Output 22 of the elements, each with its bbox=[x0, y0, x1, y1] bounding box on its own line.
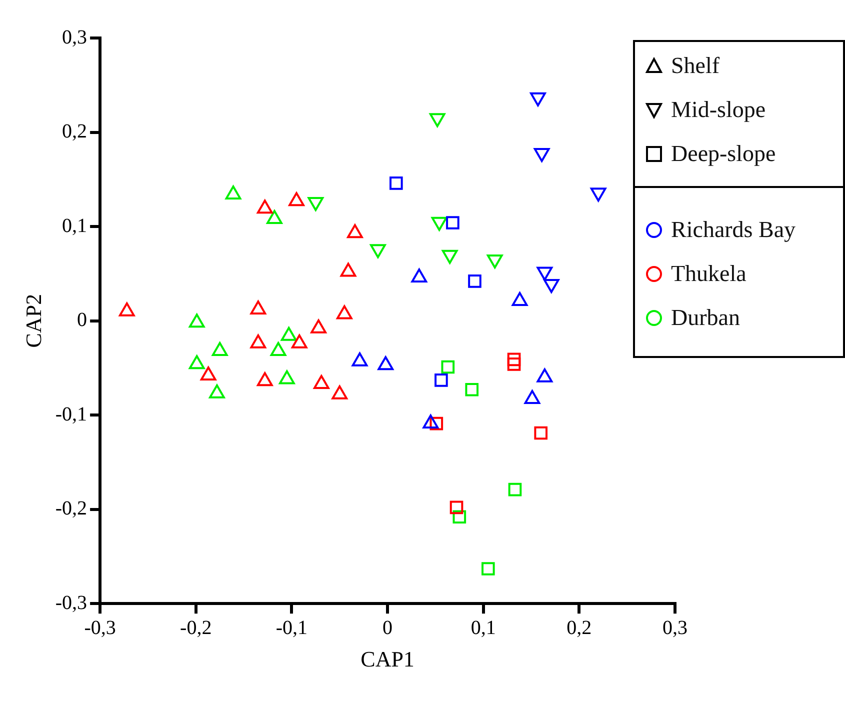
x-tick-label: 0,2 bbox=[566, 616, 592, 639]
x-tick-label: 0,1 bbox=[470, 616, 496, 639]
annotation: Durban bbox=[671, 305, 740, 331]
x-tick-label: -0,3 bbox=[84, 616, 116, 639]
y-tick-label: 0,1 bbox=[62, 214, 88, 237]
y-tick-label: 0 bbox=[77, 309, 88, 332]
x-axis-title: CAP1 bbox=[360, 646, 414, 672]
annotation: Richards Bay bbox=[671, 217, 796, 243]
annotation: Shelf bbox=[671, 53, 720, 79]
x-tick-label: -0,2 bbox=[180, 616, 212, 639]
y-tick-label: 0,3 bbox=[62, 26, 88, 48]
y-tick-label: -0,2 bbox=[55, 498, 88, 520]
x-tick-label: 0 bbox=[382, 616, 393, 639]
y-tick-label: -0,1 bbox=[55, 403, 88, 426]
y-axis-title: CAP2 bbox=[20, 294, 46, 348]
annotation: Deep-slope bbox=[671, 141, 776, 167]
x-tick-label: 0,3 bbox=[662, 616, 688, 639]
annotation: Mid-slope bbox=[671, 97, 766, 123]
x-tick-label: -0,1 bbox=[276, 616, 308, 639]
y-tick-label: -0,3 bbox=[55, 592, 88, 614]
annotation: Thukela bbox=[671, 261, 746, 287]
y-tick-label: 0,2 bbox=[62, 120, 88, 143]
